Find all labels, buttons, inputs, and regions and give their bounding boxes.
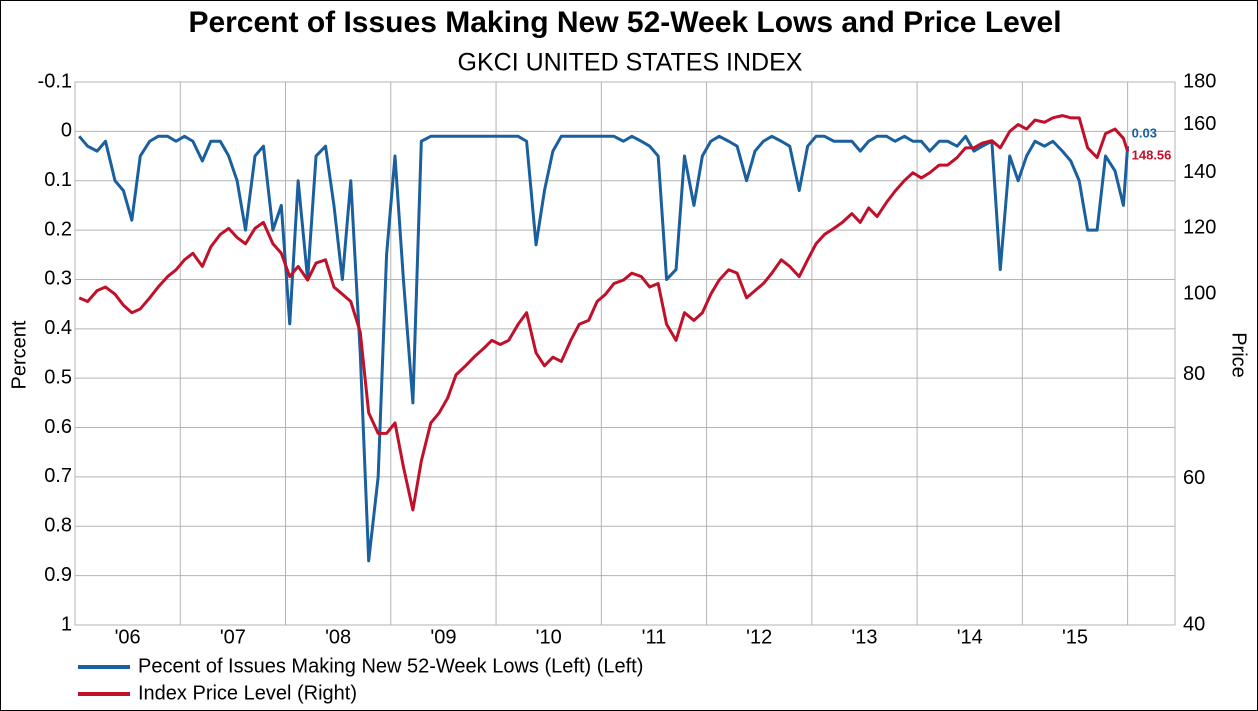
y-axis-label: Percent [8,320,30,389]
y-tick-label: 1 [61,613,72,635]
x-tick-label: '11 [642,626,667,648]
x-tick-label: '09 [430,626,456,648]
y2-tick-label: 80 [1183,363,1205,385]
y-tick-label: 0.3 [44,268,72,290]
y2-tick-label: 180 [1183,70,1216,92]
y-tick-label: 0 [61,120,72,142]
x-tick-label: '07 [220,626,246,648]
chart-subtitle: GKCI UNITED STATES INDEX [458,49,803,77]
y-tick-label: 0.2 [44,218,72,240]
x-tick-label: '15 [1062,626,1088,648]
y-tick-label: 0.5 [44,366,72,388]
y2-tick-label: 40 [1183,613,1205,635]
y-tick-label: 0.7 [44,465,72,487]
x-tick-label: '13 [851,626,877,648]
y2-tick-label: 140 [1183,161,1216,183]
y2-tick-label: 100 [1183,282,1216,304]
end-label: 148.56 [1132,148,1172,163]
y-tick-label: 0.4 [44,317,72,339]
y2-axis-label: Price [1228,332,1250,378]
x-tick-label: '12 [746,626,772,648]
legend-label: Index Price Level (Right) [138,682,357,704]
y2-tick-label: 160 [1183,113,1216,135]
data-line [78,114,1130,512]
y2-tick-label: 60 [1183,467,1205,489]
y-tick-label: 0.6 [44,416,72,438]
plot-border [74,81,1176,626]
chart-title: Percent of Issues Making New 52-Week Low… [188,6,1061,39]
x-tick-label: '08 [325,626,351,648]
y-tick-label: 0.8 [44,515,72,537]
x-tick-label: '14 [957,626,983,648]
y-tick-label: -0.1 [38,70,72,92]
end-label: 0.03 [1132,126,1157,141]
x-tick-label: '06 [115,626,141,648]
data-line [78,134,1130,563]
y-tick-label: 0.9 [44,564,72,586]
legend-label: Pecent of Issues Making New 52-Week Lows… [138,655,643,677]
y-tick-label: 0.1 [44,169,72,191]
y2-tick-label: 120 [1183,217,1216,239]
x-tick-label: '10 [536,626,562,648]
